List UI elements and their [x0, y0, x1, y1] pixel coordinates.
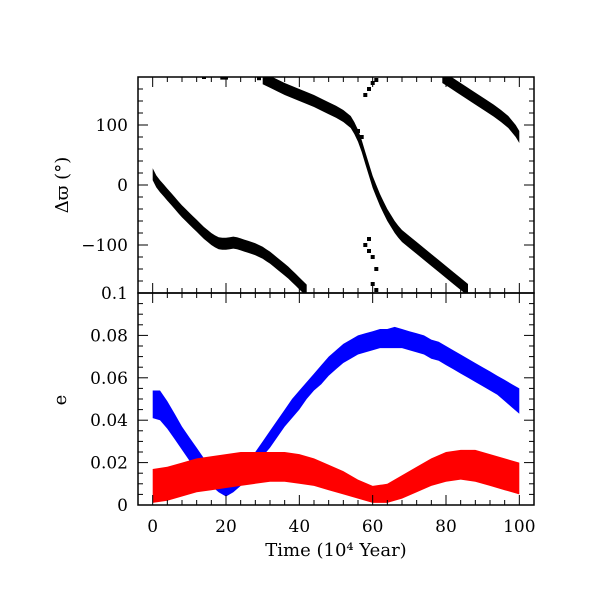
resonance-band-1 — [152, 168, 307, 293]
bottom-panel-ylabel: e — [50, 395, 71, 406]
scatter-point-11 — [367, 249, 371, 253]
bottom-xtick-label-2: 40 — [289, 517, 311, 537]
bottom-ytick-label-4: 0.02 — [90, 454, 128, 474]
scatter-point-13 — [374, 267, 379, 271]
top-panel-ytick-labels: 100 0 −100 — [81, 116, 128, 256]
bottom-ytick-label-1: 0.08 — [90, 326, 128, 346]
bottom-panel-data — [152, 326, 520, 503]
scatter-point-12 — [370, 255, 375, 259]
bottom-panel-xlabel: Time (10⁴ Year) — [265, 540, 406, 561]
top-panel: 100 0 −100 Δϖ (°) — [52, 76, 535, 294]
scatter-point-16 — [367, 237, 371, 241]
bottom-ytick-label-2: 0.06 — [90, 369, 128, 389]
eccentricity-band-0 — [152, 326, 520, 497]
bottom-panel-ytick-labels: 0.1 0.08 0.06 0.04 0.02 0 — [90, 284, 128, 516]
scatter-point-10 — [363, 243, 368, 247]
bottom-ytick-label-5: 0 — [117, 496, 128, 516]
scatter-point-6 — [363, 93, 368, 97]
bottom-xtick-label-5: 100 — [503, 517, 535, 537]
resonance-band-3 — [442, 77, 520, 143]
top-ytick-label-2: −100 — [81, 236, 128, 256]
bottom-xtick-label-4: 80 — [435, 517, 457, 537]
scatter-point-1 — [220, 77, 225, 80]
bottom-ytick-label-0: 0.1 — [101, 284, 128, 304]
scatter-point-3 — [257, 77, 261, 81]
scatter-point-9 — [374, 78, 379, 82]
scatter-point-0 — [202, 77, 206, 79]
top-panel-ylabel: Δϖ (°) — [52, 157, 73, 213]
top-ytick-label-1: 0 — [117, 176, 128, 196]
scatter-point-15 — [374, 288, 379, 292]
scatter-point-4 — [356, 129, 360, 133]
eccentricity-band-1 — [152, 449, 520, 503]
top-panel-ticks — [138, 76, 534, 294]
bottom-xtick-label-3: 60 — [362, 517, 384, 537]
bottom-ytick-label-3: 0.04 — [90, 411, 128, 431]
bottom-xtick-label-0: 0 — [147, 517, 158, 537]
bottom-xtick-label-1: 20 — [215, 517, 237, 537]
bottom-panel-xtick-labels: 0 20 40 60 80 100 — [147, 517, 535, 537]
scatter-point-5 — [359, 135, 364, 139]
top-ytick-label-0: 100 — [96, 116, 128, 136]
resonance-band-2 — [262, 77, 468, 293]
bottom-panel: 0.1 0.08 0.06 0.04 0.02 0 0 20 40 60 80 100 Time (… — [50, 284, 536, 561]
bottom-panel-ticks — [138, 292, 534, 506]
scatter-point-7 — [367, 87, 371, 91]
